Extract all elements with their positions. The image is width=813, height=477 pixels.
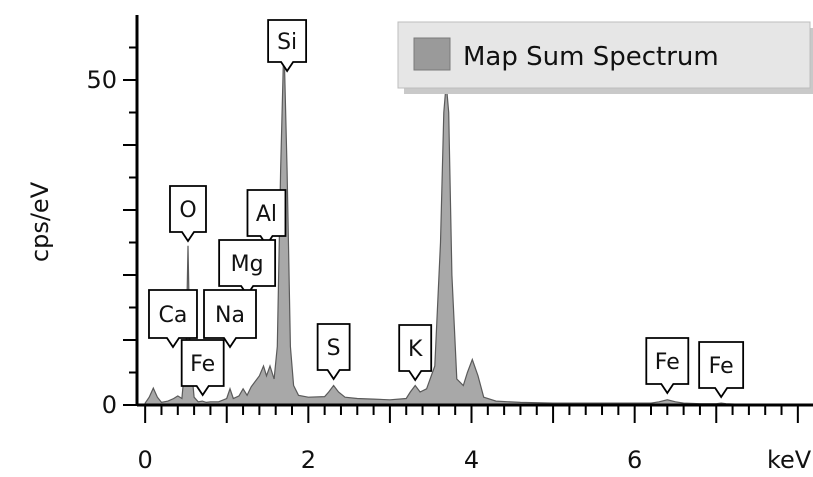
peak-label-box xyxy=(169,185,207,243)
peak-label-na: Na xyxy=(203,289,257,349)
peak-label-text: O xyxy=(179,198,196,223)
y-axis-label: cps/eV xyxy=(26,181,54,262)
peak-label-text: Fe xyxy=(655,350,680,375)
peak-label-box xyxy=(398,324,433,382)
x-tick-label: 4 xyxy=(464,446,479,474)
peak-label-si: Si xyxy=(267,19,308,73)
peak-label-ca: Ca xyxy=(148,289,198,349)
peak-label-mg: Mg xyxy=(218,239,277,297)
y-tick-label: 50 xyxy=(86,66,117,94)
peak-label-text: Na xyxy=(215,303,245,328)
x-tick-label: 2 xyxy=(301,446,316,474)
x-tick-label: 0 xyxy=(138,446,153,474)
peak-label-fe: Fe xyxy=(698,341,745,399)
legend-box xyxy=(397,21,811,89)
peak-label-text: Ca xyxy=(159,303,188,328)
y-tick-label: 0 xyxy=(102,391,117,419)
peak-label-box xyxy=(645,337,690,395)
peak-label-box xyxy=(203,289,257,349)
legend-swatch xyxy=(413,37,451,71)
x-tick-label: 6 xyxy=(627,446,642,474)
peak-label-box xyxy=(267,19,308,73)
peak-label-text: Fe xyxy=(190,352,215,377)
peak-label-text: Fe xyxy=(709,354,734,379)
peak-label-o: O xyxy=(169,185,207,243)
legend-entry-label: Map Sum Spectrum xyxy=(463,42,719,72)
peak-label-text: Si xyxy=(277,30,297,55)
peak-label-text: S xyxy=(327,336,341,361)
peak-label-fe: Fe xyxy=(645,337,690,395)
peak-label-al: Al xyxy=(246,189,287,247)
legend: Map Sum Spectrum xyxy=(397,21,813,94)
spectrum-area xyxy=(144,40,799,406)
peak-label-k: K xyxy=(398,324,433,382)
peak-label-fe: Fe xyxy=(180,339,225,397)
peak-label-box xyxy=(698,341,745,399)
peak-label-box xyxy=(148,289,198,349)
x-axis-label: keV xyxy=(767,446,812,474)
peak-label-s: S xyxy=(316,323,351,381)
peak-label-box xyxy=(180,339,225,397)
peak-label-text: Al xyxy=(256,202,277,227)
peak-label-text: Mg xyxy=(231,252,264,277)
peak-label-text: K xyxy=(408,337,423,362)
peak-label-box xyxy=(316,323,351,381)
